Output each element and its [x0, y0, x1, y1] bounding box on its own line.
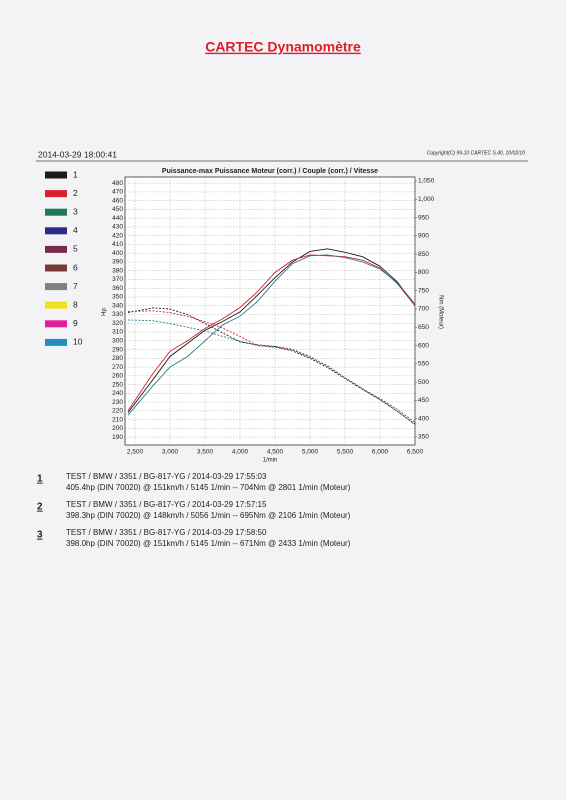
- y2-tick-label: 750: [418, 287, 429, 294]
- x-tick-label: 3,000: [162, 449, 179, 456]
- legend-swatch: [45, 171, 67, 179]
- result-number: 1: [37, 474, 43, 485]
- result-run: TEST / BMW / 3351 / BG-817-YG / 2014-03-…: [66, 528, 267, 537]
- y-tick-label: 400: [112, 250, 123, 257]
- result-summary: 398.3hp (DIN 70020) @ 148km/h / 5056 1/m…: [66, 511, 351, 520]
- y-tick-label: 380: [112, 267, 123, 274]
- legend-label: 10: [73, 337, 83, 347]
- y-tick-label: 330: [112, 311, 123, 318]
- y-tick-label: 410: [112, 241, 123, 248]
- y2-tick-label: 350: [418, 434, 429, 441]
- y-tick-label: 390: [112, 259, 123, 266]
- y2-tick-label: 850: [418, 251, 429, 258]
- y-tick-label: 450: [112, 206, 123, 213]
- y-tick-label: 240: [112, 390, 123, 397]
- result-summary: 405.4hp (DIN 70020) @ 151km/h / 5145 1/m…: [66, 483, 351, 492]
- y-tick-label: 350: [112, 294, 123, 301]
- legend-label: 9: [73, 318, 78, 328]
- y2-tick-label: 700: [418, 306, 429, 313]
- y2-tick-label: 900: [418, 233, 429, 240]
- x-tick-label: 4,000: [232, 449, 249, 456]
- x-tick-label: 5,000: [302, 449, 319, 456]
- y-tick-label: 270: [112, 364, 123, 371]
- legend-label: 5: [73, 244, 78, 254]
- power-line: [127, 254, 416, 412]
- page-title: CARTEC Dynamomètre: [205, 39, 361, 55]
- y2-tick-label: 400: [418, 415, 429, 422]
- y-tick-label: 340: [112, 302, 123, 309]
- legend-swatch: [45, 283, 67, 291]
- y-tick-label: 260: [112, 373, 123, 380]
- y2-tick-label: 1,000: [418, 196, 435, 203]
- y-tick-label: 200: [112, 425, 123, 432]
- y-tick-label: 230: [112, 399, 123, 406]
- y-tick-label: 300: [112, 337, 123, 344]
- y-tick-label: 370: [112, 276, 123, 283]
- legend-swatch: [45, 320, 67, 328]
- y2-tick-label: 600: [418, 342, 429, 349]
- result-number: 3: [37, 530, 43, 541]
- x-axis-label: 1/min: [263, 458, 278, 464]
- y2-tick-label: 800: [418, 269, 429, 276]
- legend-swatch: [45, 338, 67, 346]
- y2-tick-label: 950: [418, 214, 429, 221]
- legend-swatch: [45, 208, 67, 216]
- y-tick-label: 480: [112, 180, 123, 187]
- copyright: Copyright(C) 99-10 CARTEC S.40, 10/02/10: [427, 150, 526, 156]
- chart-title: Puissance-max Puissance Moteur (corr.) /…: [162, 168, 378, 175]
- legend-swatch: [45, 245, 67, 253]
- legend-swatch: [45, 301, 67, 309]
- result-number: 2: [37, 502, 43, 513]
- legend-label: 6: [73, 262, 78, 272]
- result-run: TEST / BMW / 3351 / BG-817-YG / 2014-03-…: [66, 472, 267, 481]
- y-tick-label: 190: [112, 434, 123, 441]
- y-tick-label: 470: [112, 189, 123, 196]
- y-axis-label: Hp: [102, 308, 108, 316]
- y-tick-label: 440: [112, 215, 123, 222]
- power-line: [127, 248, 416, 413]
- legend-label: 3: [73, 206, 78, 216]
- x-tick-label: 3,500: [197, 449, 214, 456]
- x-tick-label: 4,500: [267, 449, 284, 456]
- y-tick-label: 290: [112, 346, 123, 353]
- result-summary: 398.0hp (DIN 70020) @ 151km/h / 5145 1/m…: [66, 539, 351, 548]
- y2-axis-label: Nm (Moteur): [437, 295, 443, 329]
- y2-tick-label: 450: [418, 397, 429, 404]
- torque-line: [127, 307, 416, 425]
- y-tick-label: 420: [112, 232, 123, 239]
- x-tick-label: 6,000: [372, 449, 389, 456]
- plot-area: [124, 176, 416, 446]
- y-tick-label: 460: [112, 197, 123, 204]
- y-tick-label: 320: [112, 320, 123, 327]
- legend-label: 4: [73, 225, 78, 235]
- power-line: [127, 254, 416, 416]
- y-tick-label: 250: [112, 381, 123, 388]
- y-tick-label: 210: [112, 416, 123, 423]
- legend-label: 7: [73, 281, 78, 291]
- y2-tick-label: 1,050: [418, 178, 435, 185]
- y-tick-label: 430: [112, 224, 123, 231]
- x-tick-label: 5,500: [337, 449, 354, 456]
- y-tick-label: 360: [112, 285, 123, 292]
- x-tick-label: 2,500: [127, 449, 144, 456]
- torque-line: [127, 319, 416, 426]
- y-tick-label: 280: [112, 355, 123, 362]
- y-tick-label: 220: [112, 408, 123, 415]
- y2-tick-label: 500: [418, 379, 429, 386]
- report-date: 2014-03-29 18:00:41: [38, 149, 117, 159]
- legend-swatch: [45, 227, 67, 235]
- x-tick-label: 6,500: [407, 449, 424, 456]
- legend-swatch: [45, 190, 67, 198]
- legend-label: 8: [73, 299, 78, 309]
- legend-swatch: [45, 264, 67, 272]
- legend-label: 2: [73, 188, 78, 198]
- y-tick-label: 310: [112, 329, 123, 336]
- torque-line: [127, 310, 416, 423]
- result-run: TEST / BMW / 3351 / BG-817-YG / 2014-03-…: [66, 500, 267, 509]
- legend-label: 1: [73, 169, 78, 179]
- y2-tick-label: 650: [418, 324, 429, 331]
- y2-tick-label: 550: [418, 361, 429, 368]
